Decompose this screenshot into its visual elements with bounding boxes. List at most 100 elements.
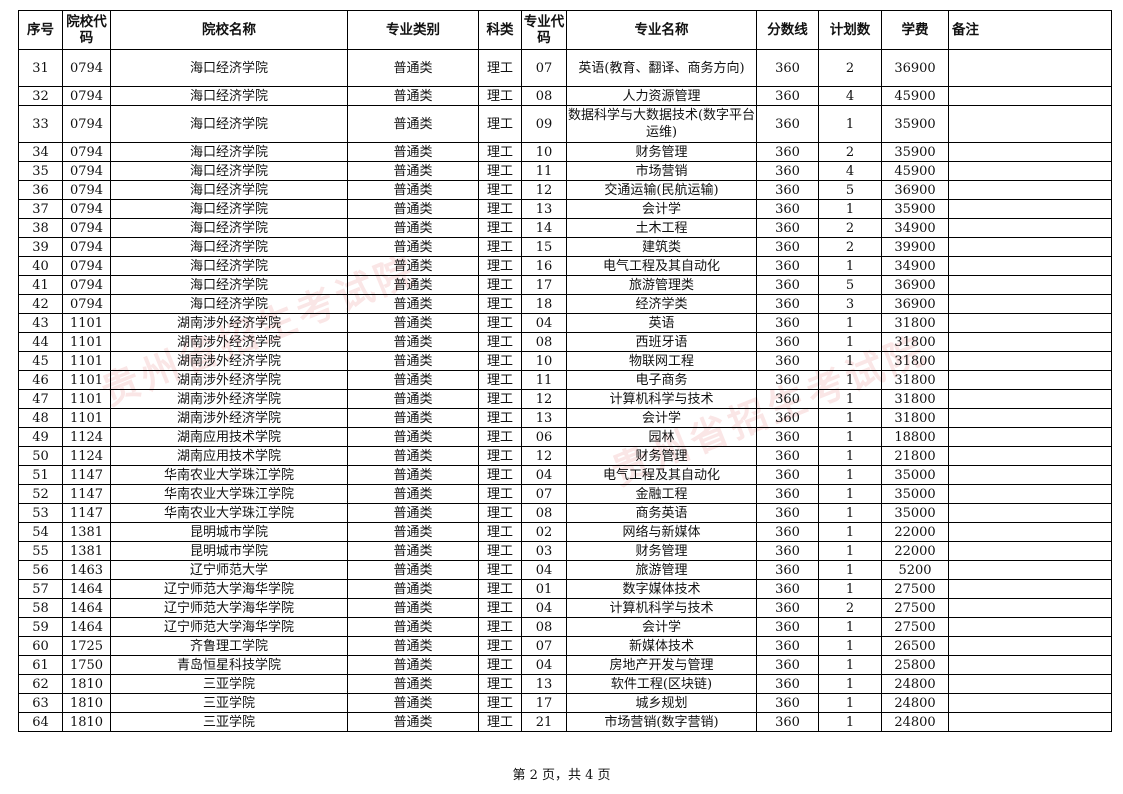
cell-plan-count: 2 xyxy=(818,218,882,238)
cell-subject-type: 理工 xyxy=(478,237,522,257)
cell-score-line: 360 xyxy=(756,427,819,447)
cell-plan-count: 4 xyxy=(818,86,882,106)
cell-school-code: 1464 xyxy=(62,598,111,618)
table-row: 33 0794 海口经济学院 普通类 理工 09 数据科学与大数据技术(数字平台运维) 360… xyxy=(18,105,1112,143)
cell-tuition: 39900 xyxy=(881,237,949,257)
cell-tuition: 31800 xyxy=(881,408,949,428)
cell-index: 43 xyxy=(18,313,63,333)
cell-score-line: 360 xyxy=(756,579,819,599)
cell-school-name: 海口经济学院 xyxy=(110,105,348,143)
cell-school-name: 海口经济学院 xyxy=(110,256,348,276)
cell-school-name: 三亚学院 xyxy=(110,712,348,732)
cell-school-code: 1124 xyxy=(62,446,111,466)
cell-subject-type: 理工 xyxy=(478,199,522,219)
cell-school-name: 昆明城市学院 xyxy=(110,522,348,542)
cell-major-category: 普通类 xyxy=(347,598,479,618)
header-remarks: 备注 xyxy=(948,10,1112,50)
table-row: 62 1810 三亚学院 普通类 理工 13 软件工程(区块链) 360 1 24800 xyxy=(18,674,1112,694)
cell-school-code: 1810 xyxy=(62,674,111,694)
cell-major-name: 房地产开发与管理 xyxy=(566,655,757,675)
cell-tuition: 27500 xyxy=(881,617,949,637)
table-row: 31 0794 海口经济学院 普通类 理工 07 英语(教育、翻译、商务方向) 360 2 369… xyxy=(18,49,1112,87)
cell-plan-count: 1 xyxy=(818,332,882,352)
cell-school-code: 1101 xyxy=(62,332,111,352)
cell-school-name: 青岛恒星科技学院 xyxy=(110,655,348,675)
table-row: 52 1147 华南农业大学珠江学院 普通类 理工 07 金融工程 360 1 35000 xyxy=(18,484,1112,504)
cell-major-name: 市场营销(数字营销) xyxy=(566,712,757,732)
cell-major-code: 08 xyxy=(521,617,567,637)
cell-major-code: 09 xyxy=(521,105,567,143)
cell-tuition: 34900 xyxy=(881,256,949,276)
cell-score-line: 360 xyxy=(756,598,819,618)
cell-major-code: 12 xyxy=(521,180,567,200)
cell-remarks xyxy=(948,199,1112,219)
cell-remarks xyxy=(948,674,1112,694)
cell-major-category: 普通类 xyxy=(347,49,479,87)
table-row: 49 1124 湖南应用技术学院 普通类 理工 06 园林 360 1 18800 xyxy=(18,427,1112,447)
cell-score-line: 360 xyxy=(756,313,819,333)
cell-remarks xyxy=(948,503,1112,523)
cell-major-code: 06 xyxy=(521,427,567,447)
cell-major-category: 普通类 xyxy=(347,294,479,314)
cell-major-code: 10 xyxy=(521,351,567,371)
cell-tuition: 27500 xyxy=(881,579,949,599)
cell-tuition: 35900 xyxy=(881,142,949,162)
cell-school-code: 1725 xyxy=(62,636,111,656)
cell-school-name: 华南农业大学珠江学院 xyxy=(110,503,348,523)
header-tuition: 学费 xyxy=(881,10,949,50)
cell-subject-type: 理工 xyxy=(478,446,522,466)
cell-school-name: 湖南涉外经济学院 xyxy=(110,332,348,352)
cell-score-line: 360 xyxy=(756,617,819,637)
cell-major-category: 普通类 xyxy=(347,161,479,181)
cell-major-code: 21 xyxy=(521,712,567,732)
cell-major-name: 商务英语 xyxy=(566,503,757,523)
cell-major-category: 普通类 xyxy=(347,655,479,675)
cell-score-line: 360 xyxy=(756,199,819,219)
cell-score-line: 360 xyxy=(756,86,819,106)
cell-index: 52 xyxy=(18,484,63,504)
cell-tuition: 27500 xyxy=(881,598,949,618)
cell-index: 47 xyxy=(18,389,63,409)
header-subject-type: 科类 xyxy=(478,10,522,50)
cell-school-name: 海口经济学院 xyxy=(110,86,348,106)
cell-major-code: 11 xyxy=(521,161,567,181)
cell-index: 35 xyxy=(18,161,63,181)
cell-plan-count: 4 xyxy=(818,161,882,181)
cell-school-code: 1101 xyxy=(62,351,111,371)
cell-major-category: 普通类 xyxy=(347,389,479,409)
page-footer: 第 2 页，共 4 页 xyxy=(512,768,611,783)
cell-index: 34 xyxy=(18,142,63,162)
cell-major-code: 04 xyxy=(521,598,567,618)
cell-subject-type: 理工 xyxy=(478,370,522,390)
cell-school-name: 海口经济学院 xyxy=(110,199,348,219)
cell-school-code: 0794 xyxy=(62,294,111,314)
cell-major-name: 土木工程 xyxy=(566,218,757,238)
cell-school-name: 辽宁师范大学 xyxy=(110,560,348,580)
table-row: 51 1147 华南农业大学珠江学院 普通类 理工 04 电气工程及其自动化 360 1 3500… xyxy=(18,465,1112,485)
cell-school-code: 0794 xyxy=(62,180,111,200)
cell-school-name: 湖南涉外经济学院 xyxy=(110,370,348,390)
cell-score-line: 360 xyxy=(756,161,819,181)
table-row: 39 0794 海口经济学院 普通类 理工 15 建筑类 360 2 39900 xyxy=(18,237,1112,257)
cell-score-line: 360 xyxy=(756,49,819,87)
header-index: 序号 xyxy=(18,10,63,50)
cell-remarks xyxy=(948,370,1112,390)
cell-score-line: 360 xyxy=(756,503,819,523)
cell-remarks xyxy=(948,655,1112,675)
cell-remarks xyxy=(948,275,1112,295)
cell-index: 59 xyxy=(18,617,63,637)
cell-index: 60 xyxy=(18,636,63,656)
cell-remarks xyxy=(948,712,1112,732)
cell-school-code: 0794 xyxy=(62,199,111,219)
cell-tuition: 26500 xyxy=(881,636,949,656)
cell-major-name: 旅游管理类 xyxy=(566,275,757,295)
cell-index: 62 xyxy=(18,674,63,694)
cell-school-code: 0794 xyxy=(62,105,111,143)
cell-major-category: 普通类 xyxy=(347,636,479,656)
cell-major-code: 08 xyxy=(521,86,567,106)
table-row: 59 1464 辽宁师范大学海华学院 普通类 理工 08 会计学 360 1 27500 xyxy=(18,617,1112,637)
cell-tuition: 24800 xyxy=(881,712,949,732)
cell-school-code: 1810 xyxy=(62,693,111,713)
cell-tuition: 36900 xyxy=(881,294,949,314)
table-row: 44 1101 湖南涉外经济学院 普通类 理工 08 西班牙语 360 1 31800 xyxy=(18,332,1112,352)
